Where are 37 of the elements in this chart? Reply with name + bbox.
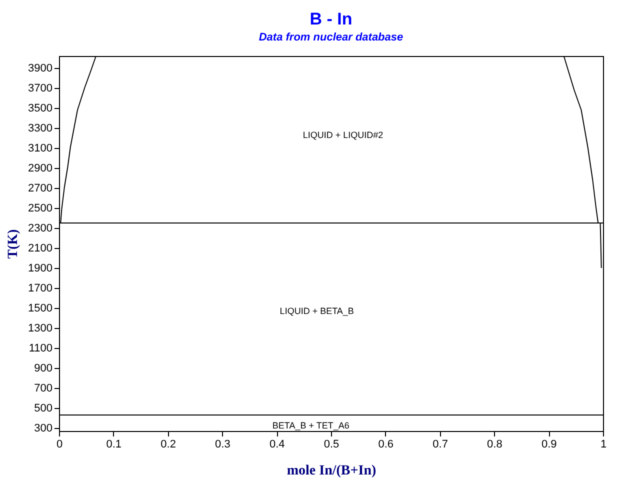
x-tick-label: 0.2 [160, 438, 176, 450]
x-tick-label: 0.7 [432, 438, 448, 450]
x-tick-label: 0.8 [487, 438, 502, 450]
x-tick-label: 0.9 [541, 438, 557, 450]
y-tick-label: 3700 [28, 82, 52, 94]
x-tick-label: 0.3 [215, 438, 230, 450]
y-tick-label: 500 [34, 402, 52, 414]
y-tick-label: 1700 [28, 282, 52, 294]
x-tick-label: 0.5 [324, 438, 340, 450]
y-axis-title: T(K) [6, 228, 22, 259]
annotation: LIQUID + BETA_B [280, 306, 354, 316]
y-tick-label: 3900 [28, 62, 52, 74]
x-tick-label: 0.4 [269, 438, 285, 450]
y-tick-label: 300 [34, 422, 52, 434]
y-tick-label: 3100 [28, 142, 52, 154]
x-tick-label: 0.6 [378, 438, 394, 450]
x-tick-label: 1 [600, 438, 607, 450]
y-tick-label: 2300 [28, 222, 52, 234]
y-tick-label: 3500 [28, 102, 52, 114]
chart-title: B - In [310, 10, 352, 28]
y-tick-label: 2100 [28, 242, 52, 254]
y-tick-label: 3300 [28, 122, 52, 134]
x-axis-title: mole In/(B+In) [286, 464, 376, 478]
annotation: BETA_B + TET_A6 [272, 420, 350, 430]
x-tick-label: 0.1 [106, 438, 122, 450]
y-tick-label: 1300 [28, 322, 52, 334]
y-tick-label: 700 [34, 382, 52, 394]
y-tick-label: 2900 [28, 162, 52, 174]
y-tick-label: 1500 [28, 302, 52, 314]
chart-subtitle: Data from nuclear database [258, 32, 404, 44]
y-tick-label: 1100 [28, 342, 52, 354]
y-tick-label: 900 [34, 362, 52, 374]
y-tick-label: 1900 [28, 262, 52, 274]
annotation: LIQUID + LIQUID#2 [302, 130, 384, 140]
y-tick-label: 2700 [28, 182, 52, 194]
y-tick-label: 2500 [28, 202, 52, 214]
x-tick-label: 0 [56, 438, 63, 450]
